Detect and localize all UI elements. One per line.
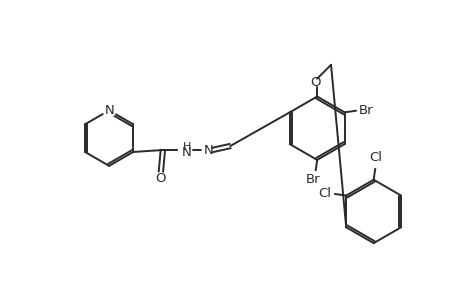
Text: O: O	[155, 172, 166, 185]
Text: N: N	[104, 104, 114, 117]
Text: H: H	[182, 142, 190, 152]
Text: N: N	[203, 143, 213, 157]
Text: Cl: Cl	[317, 187, 330, 200]
Text: O: O	[309, 76, 320, 89]
Text: Br: Br	[358, 104, 373, 117]
Text: N: N	[181, 146, 191, 160]
Text: Br: Br	[305, 173, 320, 186]
Text: Cl: Cl	[368, 152, 381, 164]
